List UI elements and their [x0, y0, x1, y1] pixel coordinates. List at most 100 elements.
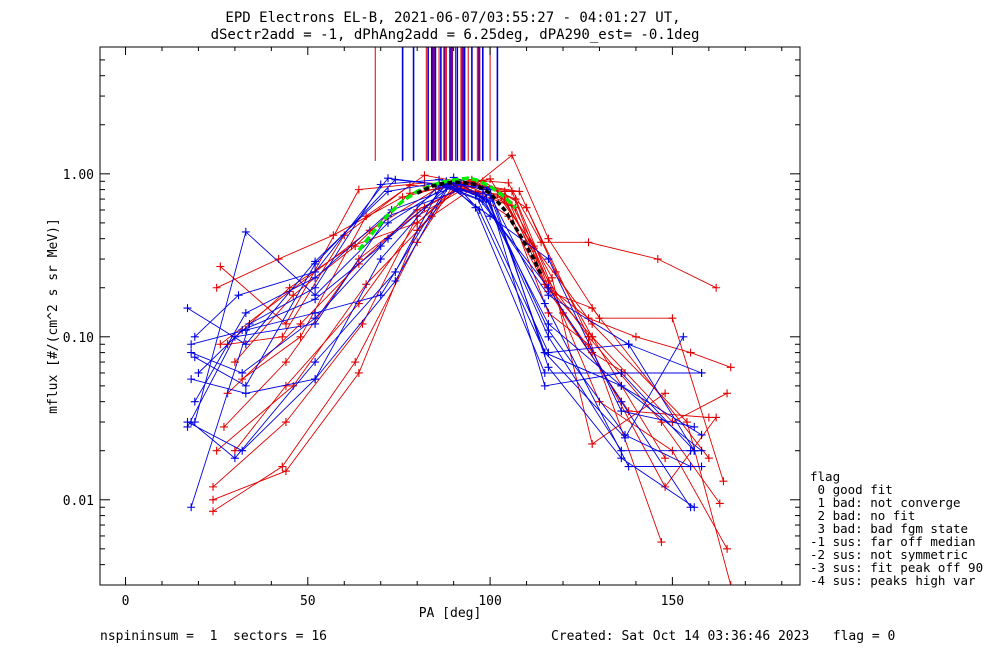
series-blue-24 — [187, 180, 699, 431]
data-point — [241, 326, 250, 335]
data-point — [478, 193, 487, 202]
data-point — [704, 454, 713, 463]
chart-title: EPD Electrons EL-B, 2021-06-07/03:55:27 … — [225, 10, 680, 26]
data-point — [486, 197, 495, 206]
data-point — [187, 348, 196, 357]
data-point — [190, 418, 199, 427]
data-point — [690, 446, 699, 455]
data-point — [617, 368, 626, 377]
data-point — [241, 308, 250, 317]
data-point — [686, 348, 695, 357]
data-point — [183, 304, 192, 313]
data-point — [420, 171, 429, 180]
data-point — [624, 340, 633, 349]
data-point — [384, 218, 393, 227]
x-tick-label: 150 — [661, 594, 684, 609]
data-point — [544, 363, 553, 372]
series-blue-20 — [194, 181, 688, 442]
data-point — [311, 375, 320, 384]
data-point — [507, 151, 516, 160]
series-line — [220, 178, 728, 550]
data-point — [588, 332, 597, 341]
fit-curves — [357, 176, 543, 276]
data-point — [241, 227, 250, 236]
x-tick-label: 100 — [478, 594, 501, 609]
series-line — [194, 185, 691, 508]
series-red-6 — [209, 182, 670, 491]
footer-created-flag: Created: Sat Oct 14 03:36:46 2023 flag =… — [551, 629, 895, 644]
series-red-4 — [216, 174, 732, 553]
data-point — [588, 439, 597, 448]
series-blue-17 — [187, 178, 706, 471]
series-line — [216, 179, 717, 289]
data-point — [391, 175, 400, 184]
data-point — [311, 358, 320, 367]
data-point — [504, 178, 513, 187]
series-red-8 — [212, 175, 721, 292]
data-point — [354, 368, 363, 377]
data-point — [624, 407, 633, 416]
series-line — [194, 179, 702, 452]
data-point — [209, 495, 218, 504]
data-point — [238, 446, 247, 455]
data-point — [544, 283, 553, 292]
data-point — [697, 368, 706, 377]
data-point — [595, 397, 604, 406]
data-point — [540, 368, 549, 377]
data-point — [362, 280, 371, 289]
legend-entry: -1 sus: far off median — [810, 534, 976, 549]
data-point — [544, 332, 553, 341]
data-point — [391, 276, 400, 285]
data-point — [544, 255, 553, 264]
legend-entry: -3 sus: fit peak off 90 — [810, 560, 983, 575]
data-point — [216, 340, 225, 349]
data-point — [234, 291, 243, 300]
series-line — [190, 179, 691, 508]
series-red-2 — [219, 177, 713, 431]
data-point — [712, 413, 721, 422]
data-point — [311, 259, 320, 268]
legend: flag 0 good fit 1 bad: not converge 2 ba… — [810, 469, 983, 588]
series-line — [194, 177, 695, 451]
data-point — [376, 255, 385, 264]
data-point — [311, 291, 320, 300]
fit-curve-black — [416, 180, 543, 276]
data-point — [384, 187, 393, 196]
data-point — [624, 462, 633, 471]
data-point — [723, 544, 732, 553]
data-point — [183, 422, 192, 431]
data-point — [241, 381, 250, 390]
data-point — [384, 174, 393, 183]
data-point — [281, 358, 290, 367]
legend-entry: -4 sus: peaks high var — [810, 573, 976, 588]
data-point — [329, 231, 338, 240]
top-markers — [374, 47, 499, 161]
data-point — [187, 340, 196, 349]
data-point — [212, 446, 221, 455]
x-axis-label: PA [deg] — [419, 606, 482, 621]
data-point — [686, 503, 695, 512]
data-point — [726, 581, 735, 585]
legend-entry: -2 sus: not symmetric — [810, 547, 968, 562]
data-point — [376, 291, 385, 300]
data-point — [241, 389, 250, 398]
legend-title: flag — [810, 469, 840, 484]
data-point — [679, 332, 688, 341]
data-point — [311, 308, 320, 317]
x-tick-label: 50 — [300, 594, 316, 609]
data-point — [621, 433, 629, 442]
data-point — [540, 299, 549, 308]
data-point — [281, 319, 290, 328]
y-tick-label: 0.10 — [63, 331, 94, 346]
data-point — [194, 368, 203, 377]
series-red-13 — [223, 181, 735, 585]
data-point — [230, 332, 239, 341]
data-point — [661, 389, 670, 398]
series-blue-18 — [183, 173, 699, 512]
data-point — [311, 267, 320, 276]
data-series — [183, 151, 735, 585]
series-line — [190, 182, 702, 436]
legend-entry: 0 good fit — [810, 482, 893, 497]
data-point — [617, 446, 626, 455]
